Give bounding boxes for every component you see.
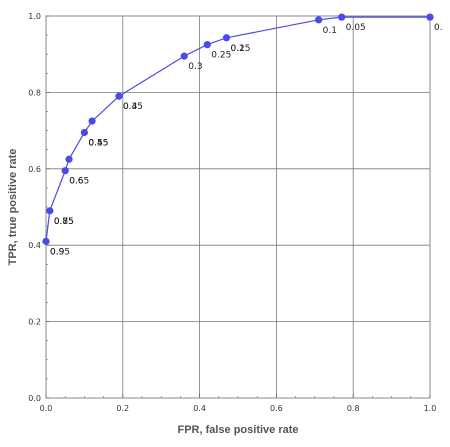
y-tick-label: 0.6 [28, 165, 41, 174]
y-tick-label: 0.4 [28, 241, 41, 250]
data-point [222, 34, 231, 42]
point-threshold-label: 0.4 [123, 102, 138, 112]
point-threshold-label: 0.2 [230, 44, 244, 54]
axis-ticks: 0.0 0.2 0.4 0.6 0.8 1.0 0.0 0.2 0.4 0.6 0.8 1.0 [28, 12, 436, 413]
data-point [338, 13, 346, 21]
data-points [42, 13, 434, 245]
data-point [42, 237, 50, 245]
y-tick-label: 0.0 [28, 394, 41, 403]
point-threshold-label: 0.5 [88, 139, 102, 149]
data-point [315, 16, 323, 24]
data-point [426, 13, 434, 21]
point-threshold-label: 0.25 [211, 51, 231, 61]
point-threshold-label: 0.3 [188, 62, 202, 72]
point-threshold-label: 0.1 [323, 26, 337, 36]
x-tick-label: 1.0 [424, 404, 437, 413]
x-axis-title: FPR, false positive rate [177, 424, 298, 436]
y-tick-label: 0.8 [28, 88, 41, 97]
point-threshold-label: 0.75 [54, 217, 74, 227]
grid-lines [45, 15, 431, 399]
point-threshold-label: 0.9 [50, 247, 65, 257]
point-threshold-label: 0. [434, 23, 443, 33]
x-tick-label: 0.8 [347, 404, 360, 413]
y-tick-label: 1.0 [28, 12, 41, 21]
y-axis-title: TPR, true positive rate [7, 149, 19, 266]
data-point [88, 117, 96, 125]
data-point [180, 52, 188, 60]
point-threshold-label: 0.8 [54, 217, 69, 227]
point-threshold-label: 0.95 [50, 247, 70, 257]
data-point [61, 167, 69, 175]
point-threshold-label: 0.05 [346, 23, 366, 33]
point-threshold-label: 0.45 [88, 139, 108, 149]
y-tick-label: 0.2 [28, 318, 41, 327]
point-threshold-label: 0.6 [69, 177, 84, 187]
data-point [46, 207, 54, 215]
point-threshold-label: 0.35 [123, 102, 143, 112]
data-point [80, 128, 88, 137]
point-threshold-label: 0.15 [230, 44, 250, 54]
point-threshold-label: 0.85 [54, 217, 74, 227]
point-threshold-label: 0.65 [69, 177, 89, 187]
x-tick-label: 0.6 [270, 404, 283, 413]
data-point [65, 155, 73, 163]
x-tick-label: 0.2 [116, 404, 129, 413]
data-point [115, 92, 123, 100]
x-tick-label: 0.0 [40, 404, 53, 413]
point-threshold-label: 0.55 [88, 139, 108, 149]
data-point [203, 41, 211, 49]
x-tick-label: 0.4 [193, 404, 206, 413]
point-labels: 0.90.950.750.80.850.60.650.50.450.550.40… [50, 23, 443, 257]
